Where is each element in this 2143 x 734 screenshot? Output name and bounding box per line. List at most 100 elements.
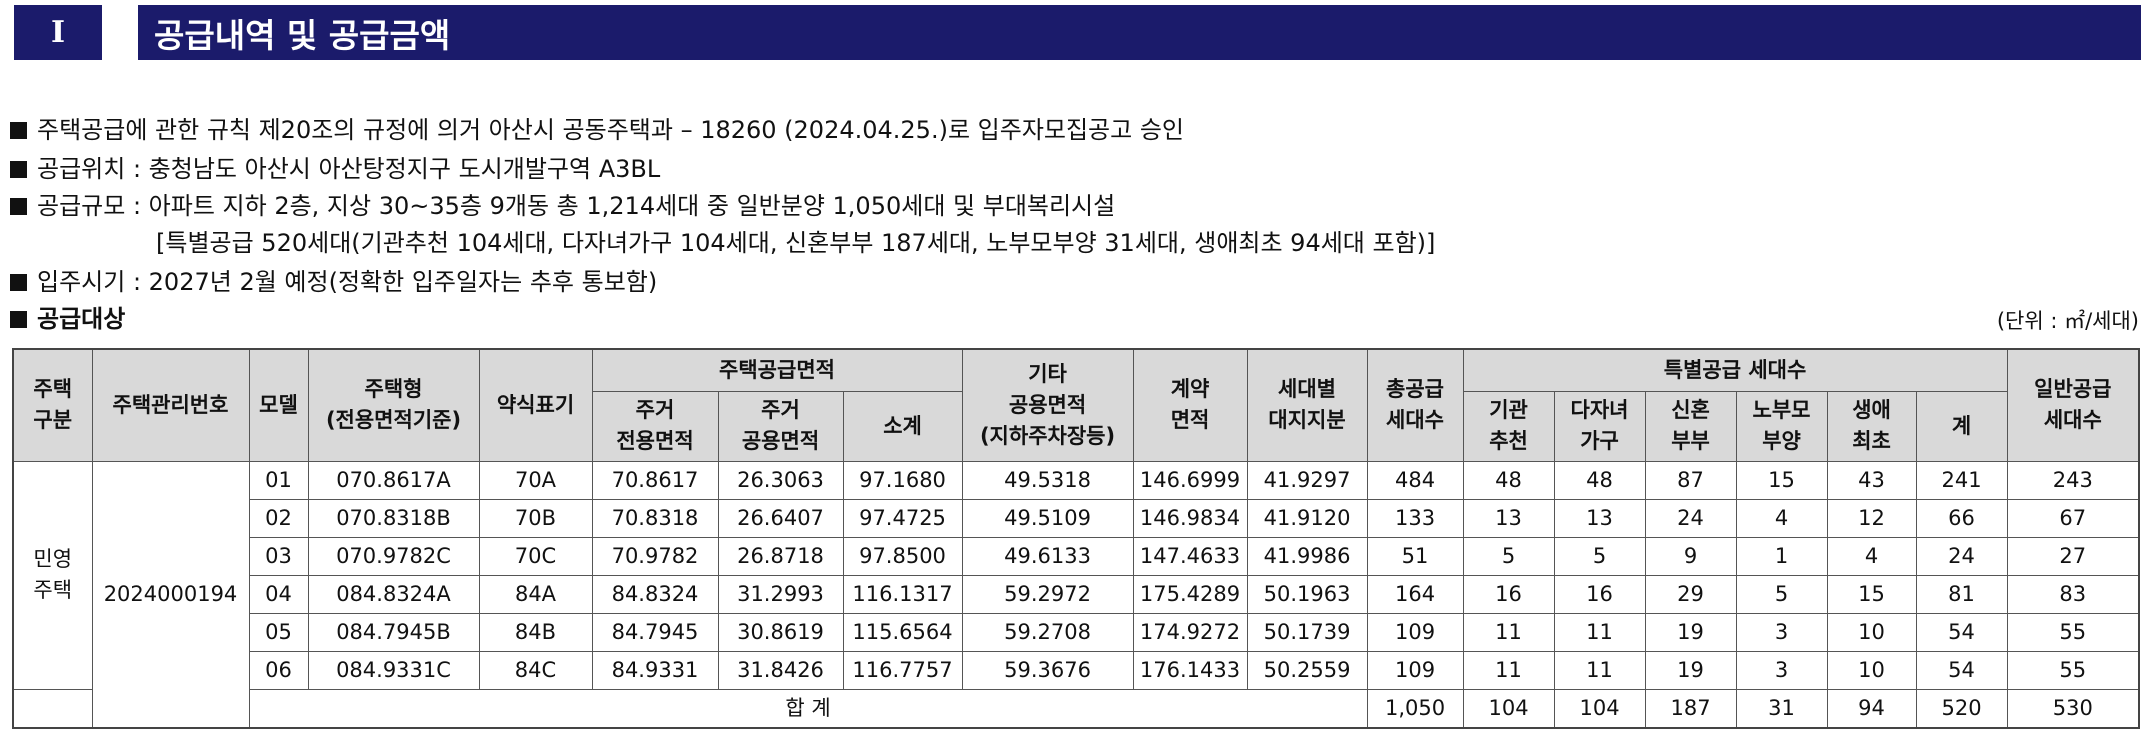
- cell-first-home: 4: [1826, 536, 1917, 576]
- cell-first-home: 10: [1826, 612, 1917, 652]
- cell-first-home: 12: [1826, 498, 1917, 538]
- cell-general-units: 83: [2006, 574, 2140, 614]
- intro-supply-target: 공급대상: [10, 303, 125, 335]
- col-total-units: 총공급 세대수: [1366, 348, 1464, 462]
- col-newlywed: 신혼 부부: [1644, 390, 1737, 462]
- cell-other-common: 59.3676: [961, 650, 1134, 690]
- cell-contract-area: 175.4289: [1132, 574, 1248, 614]
- cell-model: 02: [248, 498, 309, 538]
- cell-exclusive-area: 84.8324: [591, 574, 719, 614]
- col-group-special-supply: 특별공급 세대수: [1462, 348, 2008, 392]
- cell-multi-child: 13: [1553, 498, 1646, 538]
- cell-other-common: 49.5318: [961, 460, 1134, 500]
- cell-contract-area: 176.1433: [1132, 650, 1248, 690]
- square-bullet-icon: [10, 311, 27, 328]
- sum-special-total: 520: [1915, 688, 2008, 729]
- cell-subtotal: 97.8500: [842, 536, 963, 576]
- cell-multi-child: 11: [1553, 612, 1646, 652]
- sum-total-units: 1,050: [1366, 688, 1464, 729]
- cell-exclusive-area: 84.7945: [591, 612, 719, 652]
- col-housing-type: 주택 구분: [12, 348, 93, 462]
- cell-parents: 4: [1735, 498, 1828, 538]
- cell-total-units: 51: [1366, 536, 1464, 576]
- col-institution: 기관 추천: [1462, 390, 1555, 462]
- col-first-home: 생애 최초: [1826, 390, 1917, 462]
- cell-house-type: 070.9782C: [307, 536, 480, 576]
- section-number-badge: I: [14, 5, 102, 60]
- cell-abbr: 70C: [478, 536, 593, 576]
- cell-parents: 3: [1735, 650, 1828, 690]
- intro-scale-text: 공급규모 : 아파트 지하 2층, 지상 30~35층 9개동 총 1,214세…: [37, 192, 1116, 220]
- cell-first-home: 43: [1826, 460, 1917, 500]
- cell-special-total: 66: [1915, 498, 2008, 538]
- cell-land-share: 41.9986: [1246, 536, 1368, 576]
- sum-first-home: 94: [1826, 688, 1917, 729]
- sum-label: 합 계: [248, 688, 1368, 729]
- col-parents: 노부모 부양: [1735, 390, 1828, 462]
- cell-contract-area: 147.4633: [1132, 536, 1248, 576]
- cell-exclusive-area: 70.8617: [591, 460, 719, 500]
- cell-parents: 5: [1735, 574, 1828, 614]
- intro-move-in: 입주시기 : 2027년 2월 예정(정확한 입주일자는 추후 통보함): [10, 266, 657, 298]
- cell-abbr: 84A: [478, 574, 593, 614]
- col-model: 모델: [248, 348, 309, 462]
- cell-common-area: 26.6407: [717, 498, 844, 538]
- intro-location-text: 공급위치 : 충청남도 아산시 아산탕정지구 도시개발구역 A3BL: [37, 155, 661, 183]
- cell-subtotal: 116.1317: [842, 574, 963, 614]
- cell-special-total: 81: [1915, 574, 2008, 614]
- cell-other-common: 59.2708: [961, 612, 1134, 652]
- intro-special-supply-note: [특별공급 520세대(기관추천 104세대, 다자녀가구 104세대, 신혼부…: [156, 229, 1436, 257]
- cell-model: 04: [248, 574, 309, 614]
- cell-general-units: 55: [2006, 650, 2140, 690]
- cell-first-home: 10: [1826, 650, 1917, 690]
- cell-multi-child: 5: [1553, 536, 1646, 576]
- cell-house-type: 084.8324A: [307, 574, 480, 614]
- cell-general-units: 243: [2006, 460, 2140, 500]
- col-general-units: 일반공급 세대수: [2006, 348, 2140, 462]
- cell-other-common: 59.2972: [961, 574, 1134, 614]
- cell-special-total: 54: [1915, 612, 2008, 652]
- cell-special-total: 24: [1915, 536, 2008, 576]
- cell-general-units: 27: [2006, 536, 2140, 576]
- cell-special-total: 241: [1915, 460, 2008, 500]
- col-abbr: 약식표기: [478, 348, 593, 462]
- cell-newlywed: 24: [1644, 498, 1737, 538]
- cell-newlywed: 19: [1644, 650, 1737, 690]
- cell-model: 03: [248, 536, 309, 576]
- cell-total-units: 164: [1366, 574, 1464, 614]
- intro-approval: 주택공급에 관한 규칙 제20조의 규정에 의거 아산시 공동주택과 – 182…: [10, 114, 1184, 146]
- cell-total-units: 133: [1366, 498, 1464, 538]
- intro-approval-text: 주택공급에 관한 규칙 제20조의 규정에 의거 아산시 공동주택과 – 182…: [37, 116, 1185, 144]
- cell-land-share: 50.1963: [1246, 574, 1368, 614]
- table-row: 02 070.8318B 70B 70.8318 26.6407 97.4725…: [13, 498, 2140, 538]
- cell-house-type: 084.9331C: [307, 650, 480, 690]
- cell-house-type: 084.7945B: [307, 612, 480, 652]
- cell-land-share: 50.2559: [1246, 650, 1368, 690]
- housing-type-cell: 민영 주택: [12, 460, 93, 690]
- col-group-supply-area: 주택공급면적: [591, 348, 963, 392]
- cell-model: 05: [248, 612, 309, 652]
- cell-special-total: 54: [1915, 650, 2008, 690]
- supply-table: 주택 구분 주택관리번호 모델 주택형 (전용면적기준) 약식표기 주택공급면적 기…: [12, 348, 2141, 729]
- cell-contract-area: 146.6999: [1132, 460, 1248, 500]
- cell-parents: 15: [1735, 460, 1828, 500]
- cell-common-area: 26.8718: [717, 536, 844, 576]
- cell-land-share: 41.9120: [1246, 498, 1368, 538]
- cell-institution: 11: [1462, 612, 1555, 652]
- cell-model: 01: [248, 460, 309, 500]
- cell-abbr: 84B: [478, 612, 593, 652]
- cell-subtotal: 116.7757: [842, 650, 963, 690]
- cell-newlywed: 87: [1644, 460, 1737, 500]
- cell-subtotal: 97.4725: [842, 498, 963, 538]
- cell-common-area: 26.3063: [717, 460, 844, 500]
- col-common-area: 주거 공용면적: [717, 390, 844, 462]
- intro-supply-target-text: 공급대상: [37, 305, 126, 333]
- cell-subtotal: 115.6564: [842, 612, 963, 652]
- cell-model: 06: [248, 650, 309, 690]
- col-special-total: 계: [1915, 390, 2008, 462]
- cell-abbr: 70B: [478, 498, 593, 538]
- cell-total-units: 484: [1366, 460, 1464, 500]
- cell-general-units: 55: [2006, 612, 2140, 652]
- square-bullet-icon: [10, 122, 27, 139]
- cell-parents: 3: [1735, 612, 1828, 652]
